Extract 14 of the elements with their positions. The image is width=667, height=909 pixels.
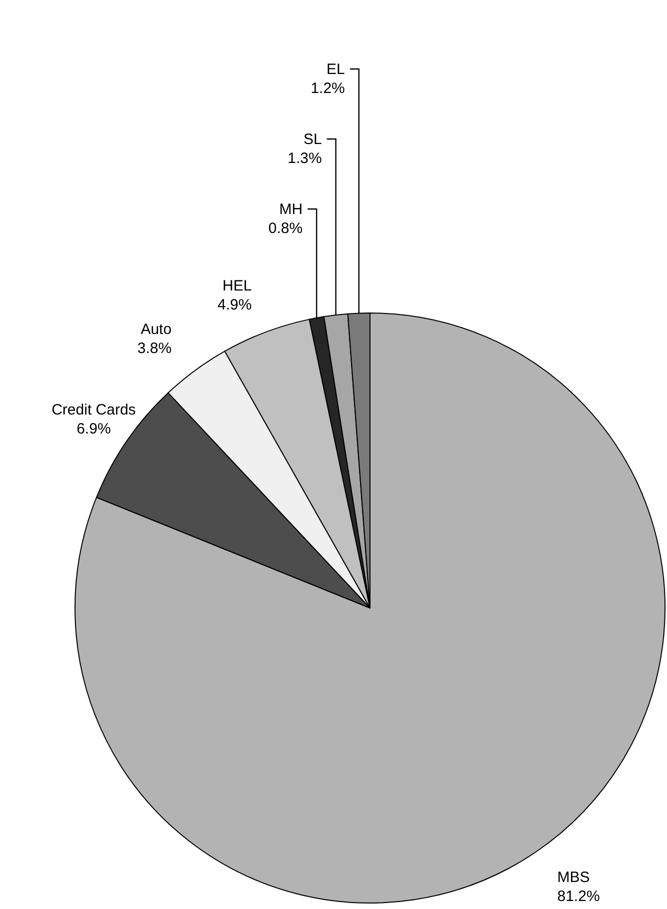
slice-label: HEL [222,278,252,295]
data-label: 3.8% [137,340,172,358]
slice-label: Auto [140,321,172,338]
data-label: 0.8% [268,220,303,237]
data-label: 1.2% [310,80,345,97]
data-label: 4.9% [217,296,252,314]
slice-label: MBS [557,868,590,886]
data-label: 6.9% [76,420,111,438]
data-label: 81.2% [557,888,600,905]
slice-label: SL [303,131,322,148]
slice-label: Credit Cards [52,402,136,419]
slice-label: EL [326,61,345,78]
data-label: 1.3% [288,150,322,167]
slice-label: MH [279,201,303,218]
